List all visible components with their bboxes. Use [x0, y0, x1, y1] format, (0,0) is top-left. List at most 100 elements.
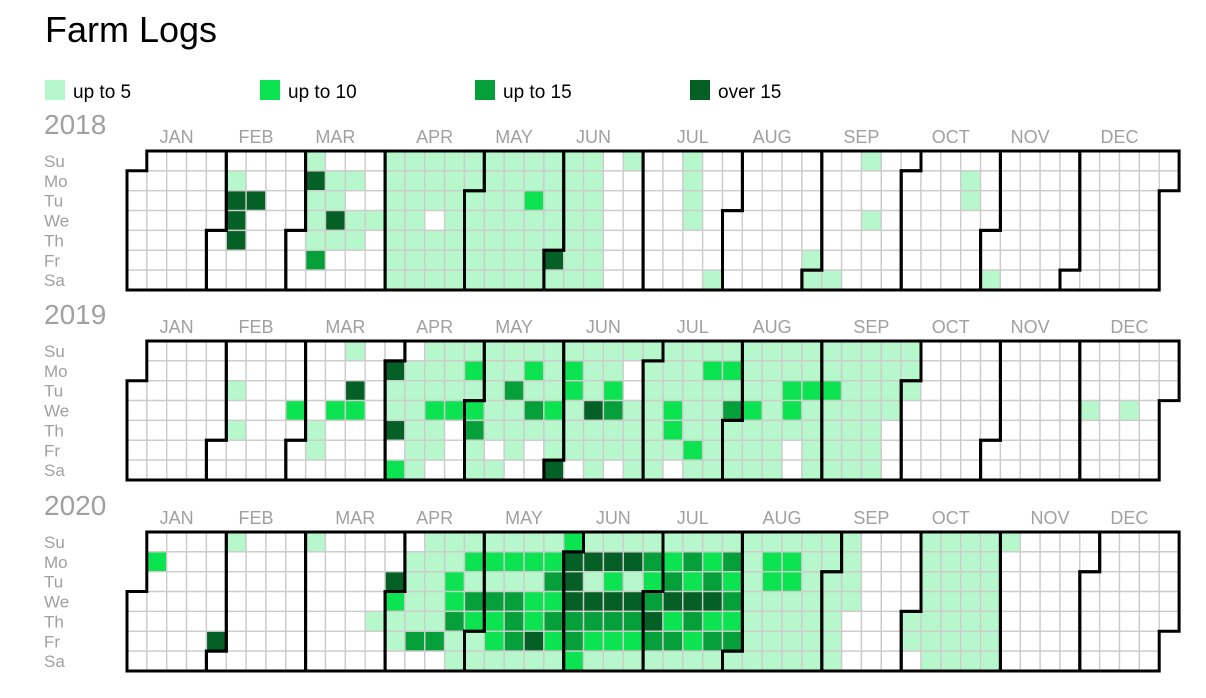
day-cell [424, 189, 446, 212]
day-cell [979, 610, 1002, 632]
day-cell [940, 551, 962, 573]
legend-swatch-level-1 [45, 80, 65, 100]
day-cell [503, 650, 525, 672]
day-cell [1059, 531, 1081, 553]
month-label: OCT [932, 508, 970, 528]
day-cell [443, 249, 466, 271]
day-cell [920, 150, 942, 172]
day-cell [821, 229, 843, 251]
day-cell [245, 380, 267, 402]
day-cell [1118, 150, 1141, 172]
day-cell [463, 170, 486, 192]
day-cell [622, 249, 644, 271]
day-cell [285, 630, 307, 652]
day-cell [384, 269, 406, 291]
day-cell [185, 531, 208, 553]
day-cell [443, 590, 466, 613]
day-cell [1059, 459, 1081, 481]
day-cell [741, 150, 763, 172]
day-cell [602, 459, 624, 481]
day-cell [781, 269, 803, 291]
day-cell [1138, 630, 1160, 652]
month-label: OCT [932, 317, 970, 337]
day-cell [582, 551, 605, 573]
day-cell [781, 610, 803, 632]
day-cell [1059, 610, 1081, 632]
day-cell [701, 531, 724, 553]
day-cell [1039, 590, 1061, 613]
day-cell [483, 269, 505, 291]
day-cell [1138, 380, 1160, 402]
day-cell [960, 630, 982, 652]
day-cell [1098, 610, 1121, 632]
day-cell [185, 419, 208, 441]
day-cell [304, 269, 327, 291]
legend-label-level-2: up to 10 [288, 82, 357, 103]
day-cell [443, 419, 466, 441]
day-cell [1118, 630, 1141, 652]
day-cell [523, 551, 545, 573]
day-cell [424, 590, 446, 613]
day-cell [840, 340, 863, 362]
day-cell [324, 419, 347, 441]
day-cell [1079, 229, 1101, 251]
day-cell [682, 610, 704, 632]
day-cell [801, 610, 823, 632]
month-label: AUG [753, 317, 792, 337]
day-cell [563, 650, 585, 672]
day-cell [424, 610, 446, 632]
day-cell [225, 150, 247, 172]
month-label: SEP [853, 508, 889, 528]
month-label: NOV [1011, 127, 1050, 147]
day-cell [642, 630, 664, 652]
day-cell [979, 229, 1002, 251]
day-cell [265, 630, 287, 652]
day-cell [701, 590, 724, 613]
day-cell [582, 459, 605, 481]
day-cell [563, 551, 585, 573]
day-cell [642, 399, 664, 422]
month-label: AUG [763, 508, 802, 528]
day-cell [701, 249, 724, 271]
day-cell [245, 189, 267, 212]
day-cell [801, 630, 823, 652]
day-cell [642, 531, 664, 553]
day-cell [1039, 571, 1061, 593]
day-cell [563, 590, 585, 613]
day-cell [622, 610, 644, 632]
weekday-label: Th [44, 231, 64, 250]
day-cell [999, 340, 1021, 362]
day-cell [840, 229, 863, 251]
day-cell [821, 340, 843, 362]
day-cell [285, 531, 307, 553]
day-cell [126, 249, 148, 271]
day-cell [622, 419, 644, 441]
day-cell [1019, 419, 1041, 441]
day-cell [563, 399, 585, 422]
day-cell [721, 360, 744, 382]
day-cell [424, 571, 446, 593]
day-cell [404, 399, 426, 422]
day-cell [761, 249, 783, 271]
day-cell [523, 209, 545, 232]
day-cell [404, 249, 426, 271]
day-cell [304, 229, 327, 251]
day-cell [860, 399, 883, 422]
day-cell [324, 551, 347, 573]
day-cell [225, 419, 247, 441]
day-cell [622, 189, 644, 212]
day-cell [523, 399, 545, 422]
day-cell [1138, 590, 1160, 613]
day-cell [364, 269, 386, 291]
day-cell [285, 571, 307, 593]
day-cell [424, 650, 446, 672]
day-cell [840, 209, 863, 232]
day-cell [265, 459, 287, 481]
day-cell [265, 360, 287, 382]
weekday-label: Tu [44, 382, 63, 401]
day-cell [999, 650, 1021, 672]
day-cell [245, 419, 267, 441]
day-cell [443, 229, 466, 251]
day-cell [1079, 399, 1101, 422]
day-cell [324, 150, 347, 172]
